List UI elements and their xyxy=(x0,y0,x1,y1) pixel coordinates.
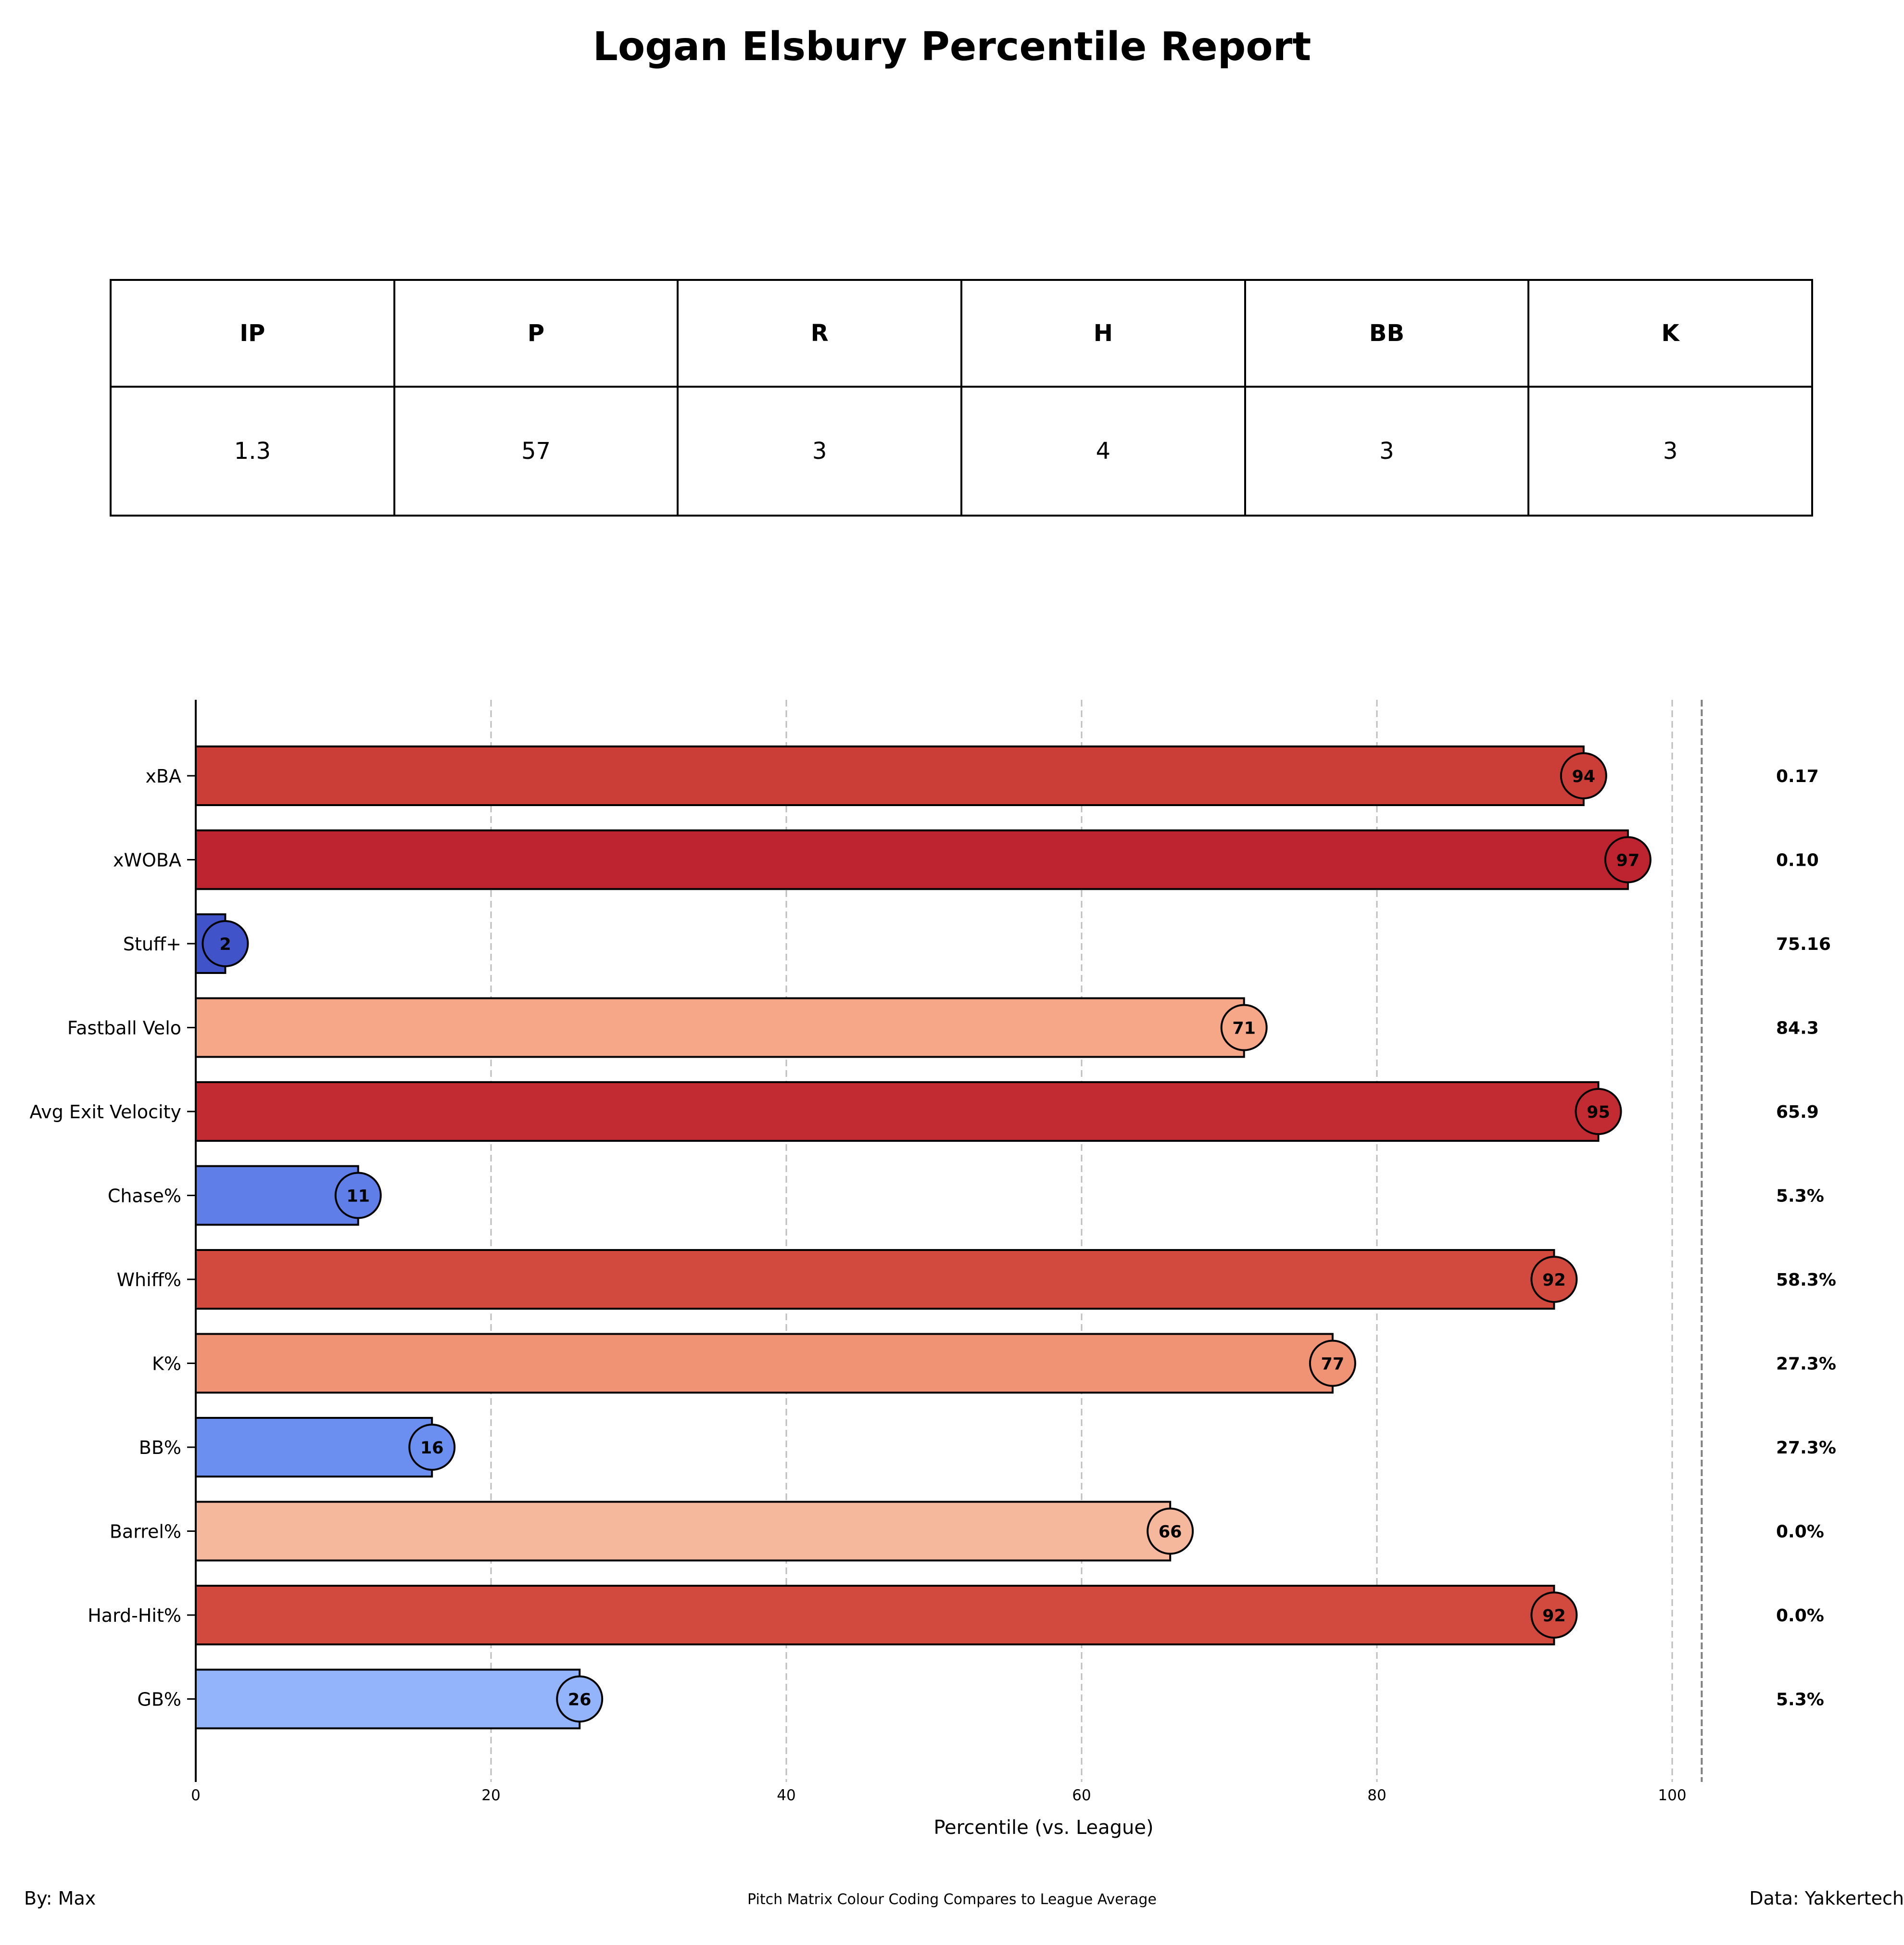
category-label: Hard-Hit% xyxy=(88,1605,181,1626)
raw-value-label: 27.3% xyxy=(1776,1354,1836,1374)
percentile-label: 77 xyxy=(1321,1355,1345,1374)
percentile-marker xyxy=(1147,1507,1194,1555)
percentile-bar-chart: 94 xBA 0.17 97 xWOBA 0.10 2 Stuff+ 75.16 71 Fastba… xyxy=(29,700,1836,1839)
category-label: Chase% xyxy=(108,1186,181,1207)
category-label: Avg Exit Velocity xyxy=(29,1101,181,1123)
percentile-bar xyxy=(195,1668,581,1730)
percentile-bar xyxy=(195,745,1585,806)
percentile-bar xyxy=(195,1417,433,1478)
category-label: BB% xyxy=(139,1437,181,1458)
stats-value-cell: 4 xyxy=(960,386,1246,517)
percentile-label: 92 xyxy=(1542,1271,1566,1290)
category-label: GB% xyxy=(137,1689,181,1710)
category-label: Whiff% xyxy=(116,1269,181,1290)
percentile-bar xyxy=(195,1333,1334,1394)
stats-header-cell: BB xyxy=(1244,279,1530,388)
category-label: xBA xyxy=(145,766,181,787)
axis-layer: 0 20 40 60 80 100 xyxy=(191,700,1687,1804)
percentile-marker xyxy=(1530,1591,1578,1639)
raw-value-label: 65.9 xyxy=(1776,1102,1819,1122)
percentile-bar xyxy=(195,829,1629,890)
percentile-marker xyxy=(1220,1004,1268,1051)
stats-header-cell: P xyxy=(393,279,679,388)
page-title: Logan Elsbury Percentile Report xyxy=(593,24,1311,70)
category-label: xWOBA xyxy=(113,850,181,871)
footer-source: Data: Yakkertech xyxy=(1749,1888,1904,1909)
raw-value-label: 84.3 xyxy=(1776,1019,1819,1038)
percentile-marker xyxy=(334,1172,382,1219)
stats-header-cell: R xyxy=(677,279,962,388)
x-tick-label: 80 xyxy=(1367,1787,1386,1804)
percentile-marker xyxy=(1309,1339,1356,1387)
percentile-label: 26 xyxy=(568,1691,592,1710)
percentile-marker xyxy=(1604,836,1652,884)
raw-value-label: 5.3% xyxy=(1776,1690,1824,1710)
stats-header-cell: K xyxy=(1527,279,1813,388)
percentile-label: 95 xyxy=(1587,1103,1610,1122)
percentile-marker xyxy=(1575,1088,1622,1135)
raw-value-label: 27.3% xyxy=(1776,1438,1836,1458)
x-tick-label: 40 xyxy=(777,1787,795,1804)
stats-value-cell: 1.3 xyxy=(110,386,395,517)
raw-value-label: 0.10 xyxy=(1776,851,1819,871)
stats-value-cell: 3 xyxy=(1527,386,1813,517)
percentile-bar xyxy=(195,1081,1600,1142)
stats-table: IP P R H BB K 1.3 57 3 4 3 3 xyxy=(110,279,1813,517)
raw-value-label: 58.3% xyxy=(1776,1270,1836,1290)
raw-value-label: 0.0% xyxy=(1776,1606,1824,1626)
raw-value-label: 5.3% xyxy=(1776,1187,1824,1206)
percentile-bar xyxy=(195,997,1245,1058)
category-label: K% xyxy=(152,1353,181,1375)
percentile-marker xyxy=(1530,1256,1578,1303)
stats-value-cell: 57 xyxy=(393,386,679,517)
footer-note: Pitch Matrix Colour Coding Compares to L… xyxy=(747,1891,1157,1908)
category-label: Stuff+ xyxy=(123,934,181,955)
percentile-marker xyxy=(1560,752,1607,799)
percentile-marker xyxy=(202,920,249,967)
category-label: Barrel% xyxy=(110,1521,181,1542)
percentile-marker xyxy=(408,1424,456,1471)
percentile-label: 11 xyxy=(346,1187,370,1206)
stats-value-row: 1.3 57 3 4 3 3 xyxy=(110,386,1813,517)
stats-header-cell: H xyxy=(960,279,1246,388)
category-label: Fastball Velo xyxy=(67,1018,181,1039)
percentile-bar xyxy=(195,1501,1172,1562)
percentile-label: 92 xyxy=(1542,1606,1566,1626)
percentile-marker xyxy=(556,1675,604,1723)
percentile-label: 97 xyxy=(1616,851,1640,871)
stats-value-cell: 3 xyxy=(1244,386,1530,517)
stats-header-row: IP P R H BB K xyxy=(110,279,1813,388)
raw-value-label: 0.17 xyxy=(1776,767,1819,786)
percentile-label: 94 xyxy=(1572,767,1595,786)
footer-credit: By: Max xyxy=(24,1888,96,1909)
x-axis-title: Percentile (vs. League) xyxy=(933,1817,1153,1839)
percentile-label: 71 xyxy=(1232,1019,1256,1038)
percentile-bar xyxy=(195,1249,1555,1310)
percentile-bar xyxy=(195,1585,1555,1645)
raw-value-label: 0.0% xyxy=(1776,1522,1824,1542)
x-tick-label: 0 xyxy=(191,1787,201,1804)
bars-layer: 94 xBA 0.17 97 xWOBA 0.10 2 Stuff+ 75.16 71 Fastba… xyxy=(29,745,1836,1730)
x-tick-label: 20 xyxy=(481,1787,500,1804)
percentile-label: 66 xyxy=(1159,1523,1182,1542)
stats-header-cell: IP xyxy=(110,279,395,388)
percentile-label: 16 xyxy=(420,1439,444,1458)
percentile-label: 2 xyxy=(219,935,231,954)
percentile-bar xyxy=(195,1165,359,1226)
x-tick-label: 100 xyxy=(1658,1787,1686,1804)
stats-value-cell: 3 xyxy=(677,386,962,517)
x-tick-label: 60 xyxy=(1072,1787,1091,1804)
raw-value-label: 75.16 xyxy=(1776,935,1831,954)
